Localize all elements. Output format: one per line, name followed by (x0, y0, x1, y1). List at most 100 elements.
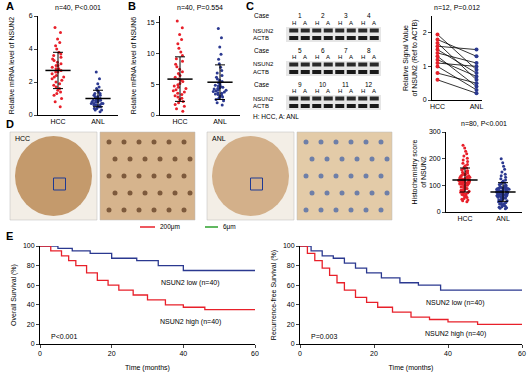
svg-text:A: A (349, 20, 353, 26)
svg-text:NSUN2 high (n=40): NSUN2 high (n=40) (160, 318, 221, 326)
svg-text:A: A (303, 54, 307, 60)
svg-text:H: H (315, 54, 319, 60)
svg-text:40: 40 (444, 350, 452, 357)
svg-text:H: H (361, 88, 365, 94)
svg-text:20: 20 (287, 321, 295, 328)
svg-text:7: 7 (344, 47, 348, 54)
svg-text:0: 0 (31, 340, 35, 347)
svg-text:NSUN2 high (n=40): NSUN2 high (n=40) (425, 330, 486, 338)
svg-text:80: 80 (27, 262, 35, 269)
svg-text:ANL: ANL (213, 118, 227, 125)
svg-text:Time (months): Time (months) (389, 364, 434, 372)
svg-text:HCC: HCC (15, 135, 30, 142)
svg-text:H: H (292, 88, 296, 94)
svg-text:E: E (6, 230, 13, 242)
svg-text:Relative mRNA level of NSUN6: Relative mRNA level of NSUN6 (130, 17, 137, 114)
svg-text:ACTB: ACTB (253, 103, 269, 109)
svg-text:H: H (361, 20, 365, 26)
svg-text:NSUN2 low (n=40): NSUN2 low (n=40) (161, 279, 220, 287)
svg-text:10: 10 (147, 50, 155, 57)
svg-text:HCC: HCC (430, 103, 445, 110)
svg-text:8: 8 (367, 47, 371, 54)
svg-text:0: 0 (38, 350, 42, 357)
svg-text:4: 4 (29, 45, 33, 52)
svg-text:H: H (338, 54, 342, 60)
svg-text:NSUN2: NSUN2 (253, 61, 274, 67)
svg-text:5: 5 (298, 47, 302, 54)
svg-text:n=80, P<0.001: n=80, P<0.001 (461, 120, 507, 127)
svg-text:Relative mRNA level of NSUN2: Relative mRNA level of NSUN2 (8, 17, 15, 114)
svg-text:NSUN2: NSUN2 (253, 28, 274, 34)
svg-text:100: 100 (23, 242, 35, 249)
svg-text:6μm: 6μm (223, 223, 236, 231)
svg-text:40: 40 (287, 301, 295, 308)
svg-text:2: 2 (321, 12, 325, 19)
svg-text:2: 2 (29, 78, 33, 85)
svg-text:60: 60 (518, 350, 526, 357)
svg-text:Case: Case (254, 12, 270, 19)
svg-text:12: 12 (365, 81, 373, 88)
svg-text:H: H (315, 88, 319, 94)
svg-text:P=0.003: P=0.003 (311, 333, 337, 340)
svg-text:100: 100 (429, 182, 441, 189)
svg-text:60: 60 (251, 350, 259, 357)
svg-text:ANL: ANL (91, 118, 105, 125)
svg-text:D: D (6, 118, 14, 130)
svg-text:200μm: 200μm (160, 223, 180, 231)
svg-text:A: A (372, 88, 376, 94)
svg-text:Overall Survival (%): Overall Survival (%) (10, 264, 18, 326)
svg-text:H: H (338, 88, 342, 94)
svg-text:Case: Case (254, 81, 270, 88)
svg-text:80: 80 (287, 262, 295, 269)
svg-text:HCC: HCC (50, 118, 65, 125)
svg-text:ANL: ANL (496, 215, 510, 222)
svg-text:Case: Case (254, 47, 270, 54)
svg-text:0: 0 (291, 340, 295, 347)
svg-text:40: 40 (27, 301, 35, 308)
svg-text:20: 20 (370, 350, 378, 357)
svg-text:A: A (6, 0, 14, 12)
svg-text:HCC: HCC (172, 118, 187, 125)
svg-text:n=12, P=0.012: n=12, P=0.012 (434, 4, 480, 11)
svg-text:ANL: ANL (212, 135, 226, 142)
svg-text:A: A (303, 20, 307, 26)
svg-text:60: 60 (287, 282, 295, 289)
svg-text:100: 100 (283, 242, 295, 249)
svg-text:NSUN2 low (n=40): NSUN2 low (n=40) (426, 299, 485, 307)
svg-text:Relative Signal Valueof NSUN2: Relative Signal Valueof NSUN2 (Ref to AC… (402, 19, 419, 96)
svg-text:0: 0 (29, 111, 33, 118)
svg-text:3: 3 (344, 12, 348, 19)
svg-text:A: A (349, 54, 353, 60)
svg-text:P<0.001: P<0.001 (51, 333, 77, 340)
svg-text:0: 0 (423, 96, 427, 103)
svg-text:20: 20 (108, 350, 116, 357)
svg-text:11: 11 (342, 81, 349, 88)
svg-text:4: 4 (367, 12, 371, 19)
svg-text:HCC: HCC (457, 215, 472, 222)
svg-text:A: A (372, 20, 376, 26)
svg-text:H: H (292, 54, 296, 60)
svg-text:Histochemistry scoreof NSUN2: Histochemistry scoreof NSUN2 (411, 139, 427, 204)
svg-text:H: H (338, 20, 342, 26)
svg-text:H: H (292, 20, 296, 26)
svg-text:n=40, P<0.001: n=40, P<0.001 (55, 4, 101, 11)
svg-text:60: 60 (27, 282, 35, 289)
svg-text:10: 10 (319, 81, 327, 88)
svg-text:6: 6 (29, 12, 33, 19)
svg-text:Recurrence-free Survival (%): Recurrence-free Survival (%) (270, 250, 278, 340)
svg-text:40: 40 (179, 350, 187, 357)
svg-text:H: HCC, A: ANL: H: HCC, A: ANL (253, 113, 299, 120)
svg-text:A: A (326, 54, 330, 60)
svg-text:H: H (361, 54, 365, 60)
svg-text:NSUN2: NSUN2 (253, 96, 274, 102)
svg-text:C: C (246, 0, 254, 12)
svg-text:H: H (315, 20, 319, 26)
svg-text:1: 1 (423, 63, 427, 70)
svg-text:Time (months): Time (months) (125, 364, 170, 372)
svg-text:A: A (372, 54, 376, 60)
svg-text:0: 0 (151, 111, 155, 118)
svg-text:A: A (326, 88, 330, 94)
svg-text:A: A (349, 88, 353, 94)
svg-text:1: 1 (298, 12, 302, 19)
svg-text:20: 20 (27, 321, 35, 328)
